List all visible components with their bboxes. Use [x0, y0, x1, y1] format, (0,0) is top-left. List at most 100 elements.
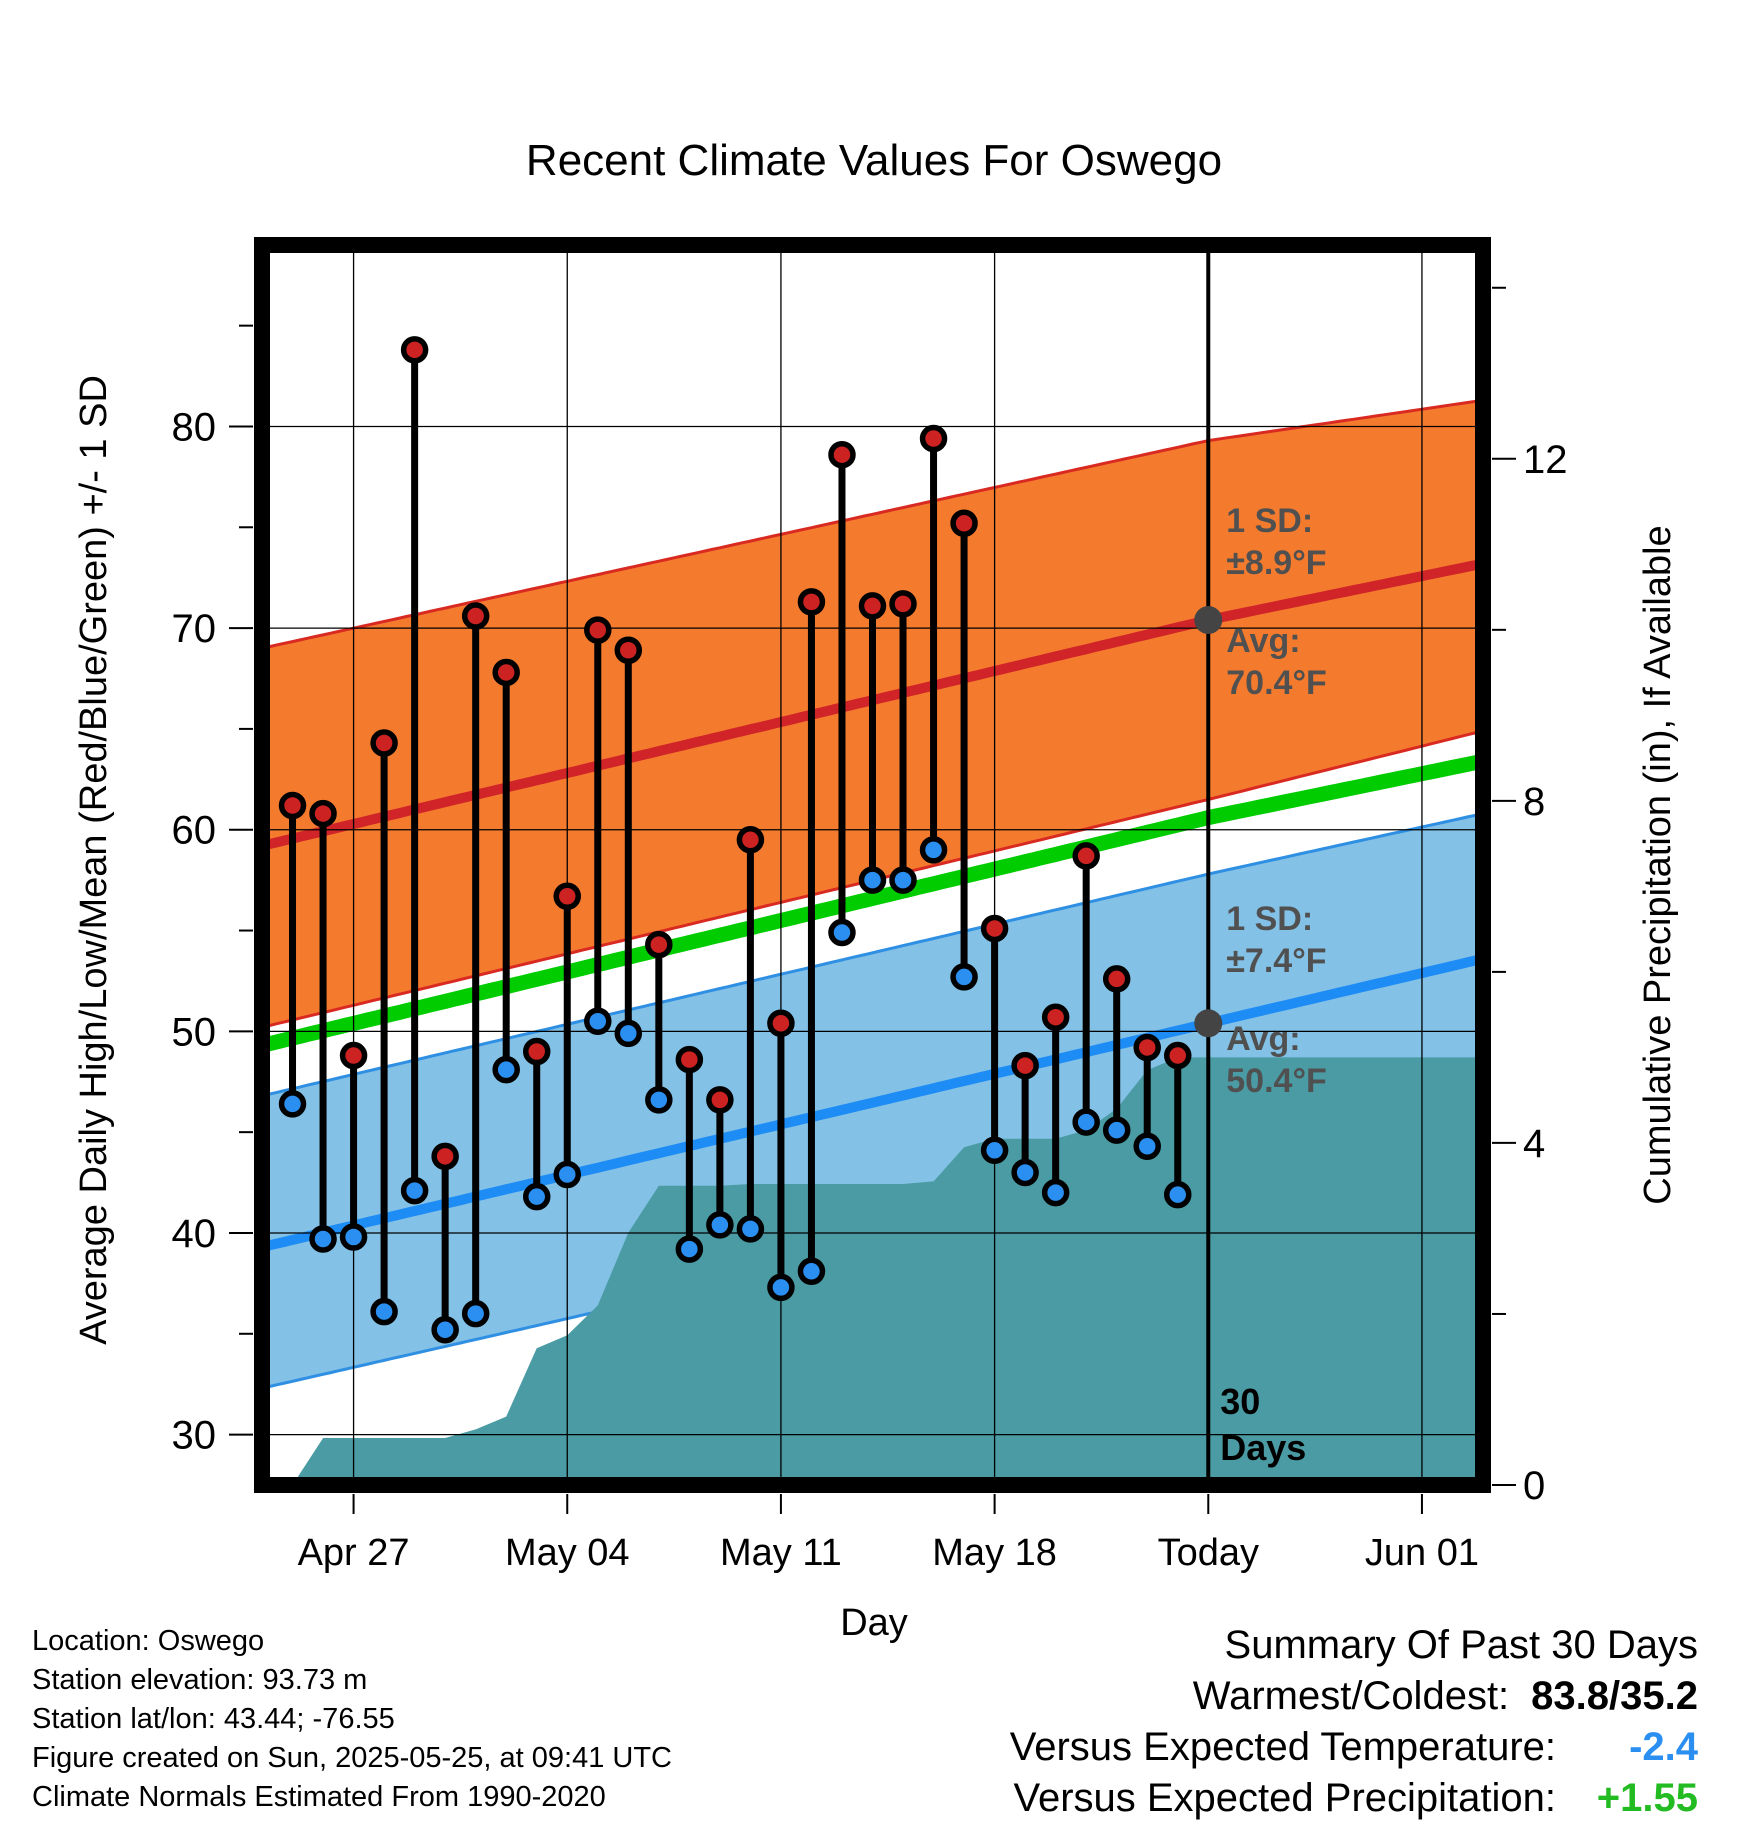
high-temp-point: [339, 1041, 368, 1070]
summary-panel: Summary Of Past 30 Days Warmest/Coldest:…: [1010, 1620, 1698, 1824]
high-temp-point: [400, 336, 429, 364]
summary-precip: Versus Expected Precipitation: +1.55: [1010, 1773, 1698, 1824]
high-temp-point: [553, 882, 581, 911]
low-temp-point: [1041, 1178, 1070, 1207]
y2-tick-label: 0: [1523, 1464, 1545, 1508]
low-temp-point: [522, 1182, 551, 1211]
plot-area: 1 SD: ±8.9°F Avg: 70.4°F 1 SD: ±7.4°F Avg: 50.4…: [172, 237, 1568, 1574]
high-temp-point: [278, 791, 307, 820]
y-tick-label: 50: [172, 1010, 217, 1054]
high-temp-point: [1164, 1041, 1192, 1070]
high-temp-point: [706, 1086, 734, 1114]
high-temp-point: [370, 729, 398, 757]
high-temp-point: [309, 799, 337, 828]
y2-tick-label: 4: [1523, 1122, 1545, 1166]
precip-anomaly-value: +1.55: [1596, 1776, 1698, 1820]
temp-anomaly-label: Versus Expected Temperature:: [1009, 1725, 1556, 1769]
low-temp-point: [584, 1007, 612, 1036]
station-elevation: Station elevation: 93.73 m: [32, 1664, 368, 1696]
high-temp-point: [980, 914, 1009, 943]
high-temp-point: [797, 588, 826, 616]
mean-avg-line: [262, 753, 1483, 1053]
high-temp-point: [1133, 1033, 1161, 1062]
warm-cold-label: Warmest/Coldest:: [1192, 1674, 1510, 1718]
high-temp-point: [889, 590, 917, 618]
high-avg-label: Avg:: [1226, 622, 1300, 660]
x-axis-label: Day: [840, 1602, 908, 1644]
high-temp-point: [767, 1009, 795, 1038]
low-temp-point: [309, 1225, 337, 1253]
low-avg-value: 50.4°F: [1226, 1062, 1327, 1100]
y2-tick-label: 12: [1523, 438, 1568, 482]
warm-cold-value: 83.8/35.2: [1531, 1674, 1698, 1718]
high-band-upper-edge: [262, 398, 1483, 650]
low-temp-point: [1072, 1108, 1100, 1136]
y2-tick-label: 8: [1523, 780, 1545, 824]
high-temp-point: [431, 1142, 459, 1171]
low-temp-point: [400, 1176, 429, 1205]
x-tick-label: Apr 27: [298, 1532, 410, 1574]
x-tick-label: Jun 01: [1365, 1532, 1479, 1574]
temp-anomaly-value: -2.4: [1629, 1725, 1698, 1769]
low-temp-point: [1102, 1116, 1131, 1144]
summary-warm-cold: Warmest/Coldest: 83.8/35.2: [1010, 1671, 1698, 1722]
high-temp-point: [950, 509, 978, 537]
station-info: Location: Oswego Station elevation: 93.7…: [32, 1622, 672, 1817]
days-label-number: 30: [1220, 1381, 1260, 1422]
y-tick-label: 70: [172, 607, 217, 651]
high-temp-point: [614, 636, 643, 665]
today-low-avg-marker: [1194, 1009, 1223, 1038]
low-temp-point: [736, 1215, 765, 1243]
high-avg-value: 70.4°F: [1226, 664, 1327, 702]
high-temp-point: [1011, 1051, 1039, 1080]
high-sd-label: 1 SD:: [1226, 502, 1313, 540]
high-temp-point: [1041, 1003, 1070, 1031]
high-temp-point: [828, 440, 856, 469]
high-temp-point: [645, 930, 673, 959]
high-temp-point: [1102, 965, 1131, 993]
y2-axis-label: Cumulative Precipitation (in), If Availa…: [1637, 525, 1679, 1204]
x-tick-label: Today: [1158, 1532, 1259, 1574]
high-temp-point: [858, 592, 887, 620]
high-temp-point: [1072, 842, 1100, 870]
low-temp-point: [278, 1090, 307, 1118]
low-sd-label: 1 SD:: [1226, 900, 1313, 938]
low-temp-point: [980, 1136, 1009, 1165]
today-high-avg-marker: [1194, 606, 1223, 635]
high-temp-point: [584, 616, 612, 644]
plot-inner: [262, 245, 1483, 1485]
normals-period: Climate Normals Estimated From 1990-2020: [32, 1781, 606, 1813]
days-label-text: Days: [1220, 1427, 1306, 1468]
low-temp-point: [553, 1160, 581, 1189]
station-location: Location: Oswego: [32, 1625, 265, 1657]
summary-temp: Versus Expected Temperature: -2.4: [1010, 1722, 1698, 1773]
summary-heading: Summary Of Past 30 Days: [1224, 1623, 1698, 1667]
low-temp-point: [919, 836, 948, 864]
low-temp-point: [1011, 1158, 1039, 1187]
low-band-upper-edge: [262, 812, 1483, 1098]
low-temp-point: [339, 1223, 368, 1251]
high-temp-point: [461, 602, 490, 630]
low-avg-label: Avg:: [1226, 1020, 1300, 1058]
low-temp-point: [461, 1299, 490, 1328]
low-avg-line: [262, 953, 1483, 1252]
y-tick-label: 40: [172, 1212, 217, 1256]
x-tick-label: May 04: [505, 1532, 630, 1574]
high-temp-point: [675, 1045, 704, 1074]
high-temp-point: [492, 658, 520, 687]
figure-created: Figure created on Sun, 2025-05-25, at 09…: [32, 1742, 672, 1774]
low-temp-point: [431, 1315, 459, 1344]
high-temp-point: [522, 1037, 551, 1066]
low-temp-point: [767, 1273, 795, 1302]
low-temp-point: [645, 1086, 673, 1114]
low-temp-point: [858, 866, 887, 894]
station-latlon: Station lat/lon: 43.44; -76.55: [32, 1703, 395, 1735]
high-temp-point: [919, 424, 948, 453]
low-temp-point: [1164, 1180, 1192, 1209]
low-temp-point: [889, 866, 917, 894]
plot-frame: [254, 237, 1491, 1493]
y-tick-label: 80: [172, 405, 217, 449]
low-temp-point: [706, 1211, 734, 1239]
x-tick-label: May 18: [932, 1532, 1057, 1574]
